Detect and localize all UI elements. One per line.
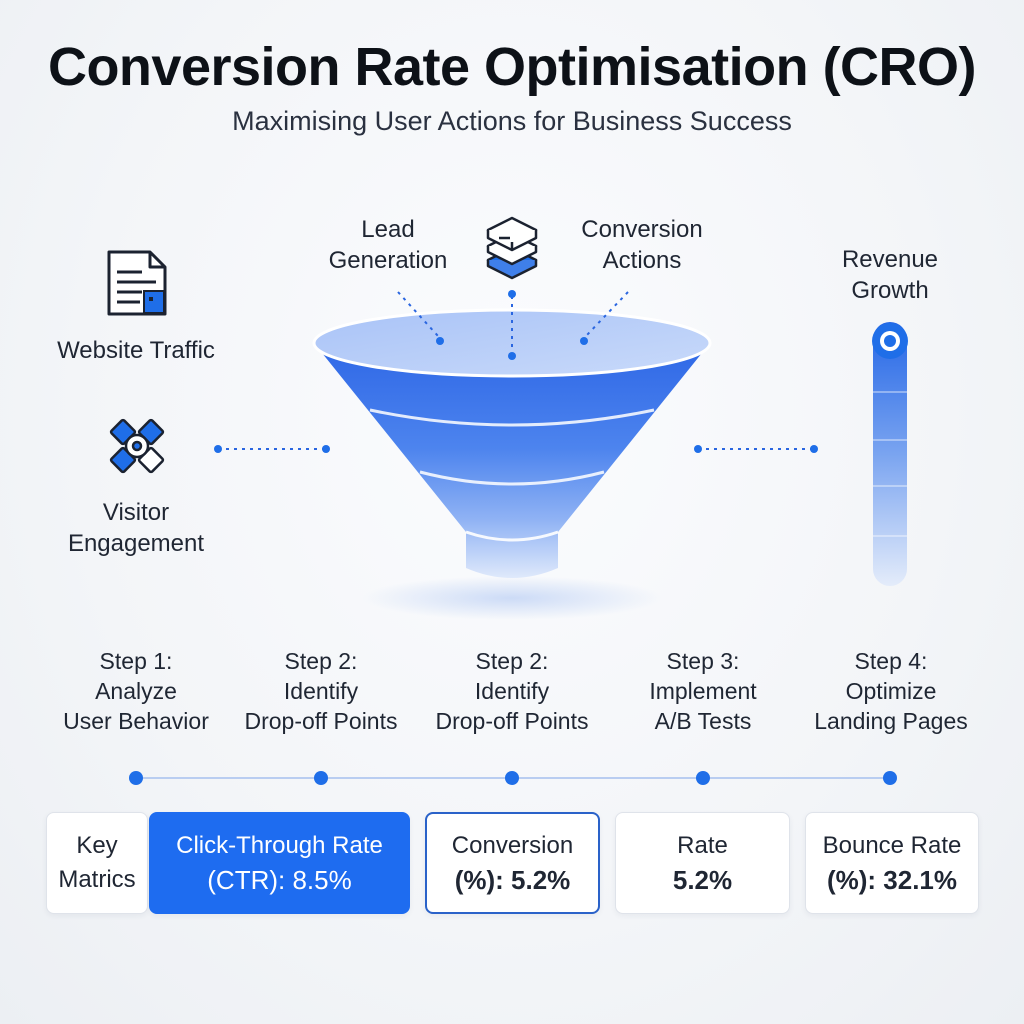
step-2a-line2: Identify (283, 678, 359, 704)
label-revenue-growth: Revenue Growth (820, 244, 960, 306)
timeline-dot-1 (129, 771, 143, 785)
bounce-rate-card[interactable]: Bounce Rate (%): 32.1% (805, 812, 979, 914)
revenue-growth-line2: Growth (851, 277, 929, 304)
label-lead-generation: Lead Generation (318, 214, 458, 276)
lead-generation-line2: Generation (328, 247, 448, 274)
page-title: Conversion Rate Optimisation (CRO) (47, 37, 977, 97)
page-subtitle: Maximising User Actions for Business Suc… (232, 106, 792, 136)
visitor-engagement-line1: Visitor (102, 499, 170, 526)
key-label-line2: Matrics (58, 866, 136, 893)
step-1-line2: Analyze (95, 678, 177, 704)
ctr-value: (CTR): 8.5% (207, 865, 352, 895)
step-2a-number: Step 2: (284, 648, 358, 674)
step-3-line3: A/B Tests (654, 708, 752, 734)
rate-card[interactable]: Rate 5.2% (615, 812, 790, 914)
step-4-line2: Optimize (845, 678, 937, 704)
ctr-label: Click-Through Rate (176, 832, 383, 859)
timeline-dot-3 (505, 771, 519, 785)
cube-stack-icon (486, 216, 538, 280)
conversion-actions-line2: Actions (602, 247, 682, 274)
revenue-growth-bar (873, 322, 907, 586)
side-connectors (214, 445, 818, 453)
timeline-dot-2 (314, 771, 328, 785)
step-2b-line3: Drop-off Points (435, 708, 589, 734)
label-website-traffic: Website Traffic (57, 337, 215, 364)
funnel-shadow (362, 576, 662, 620)
step-4-number: Step 4: (854, 648, 928, 674)
bounce-rate-label: Bounce Rate (822, 832, 962, 859)
step-2a: Step 2: Identify Drop-off Points (226, 646, 416, 736)
conversion-label: Conversion (451, 832, 574, 859)
rate-value: 5.2% (672, 865, 733, 895)
step-3: Step 3: Implement A/B Tests (608, 646, 798, 736)
step-4: Step 4: Optimize Landing Pages (796, 646, 986, 736)
rate-label: Rate (677, 832, 728, 859)
step-2a-line3: Drop-off Points (244, 708, 398, 734)
ctr-card[interactable]: Click-Through Rate (CTR): 8.5% (149, 812, 410, 914)
timeline-dot-4 (696, 771, 710, 785)
step-1: Step 1: Analyze User Behavior (41, 646, 231, 736)
conversion-value: (%): 5.2% (454, 865, 571, 895)
bounce-rate-value: (%): 32.1% (826, 865, 958, 895)
step-3-line2: Implement (649, 678, 757, 704)
step-1-line3: User Behavior (63, 708, 209, 734)
timeline-dot-5 (883, 771, 897, 785)
document-icon (107, 250, 167, 316)
conversion-actions-line1: Conversion (581, 216, 703, 243)
top-connectors (397, 291, 629, 352)
conversion-card[interactable]: Conversion (%): 5.2% (425, 812, 600, 914)
key-metrics-label-card: Key Matrics (46, 812, 148, 914)
label-visitor-engagement: Visitor Engagement (46, 497, 226, 559)
step-2b-number: Step 2: (475, 648, 549, 674)
key-label-line1: Key (76, 832, 118, 859)
step-4-line3: Landing Pages (814, 708, 968, 734)
step-1-number: Step 1: (99, 648, 173, 674)
target-marker-icon (872, 323, 908, 359)
step-3-number: Step 3: (666, 648, 740, 674)
label-conversion-actions: Conversion Actions (566, 214, 718, 276)
step-2b-line2: Identify (474, 678, 550, 704)
engagement-icon (109, 418, 165, 474)
visitor-engagement-line2: Engagement (67, 530, 205, 557)
revenue-growth-line1: Revenue (841, 246, 939, 273)
conversion-funnel (312, 308, 712, 578)
lead-generation-line1: Lead (361, 216, 415, 243)
step-2b: Step 2: Identify Drop-off Points (417, 646, 607, 736)
